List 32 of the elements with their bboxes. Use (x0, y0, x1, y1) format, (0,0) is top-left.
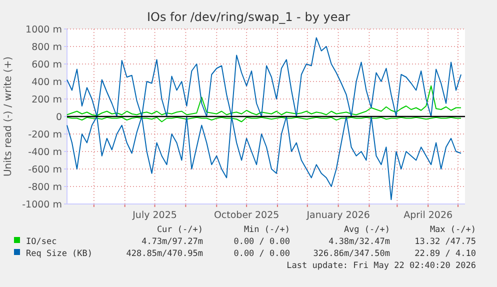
text: 13.32 /47.75 (414, 237, 476, 247)
text: Min (-/+) (244, 225, 290, 235)
y-tick-label: -800 m (28, 182, 62, 193)
legend-label: Req Size (KB) (26, 249, 93, 259)
y-tick-label: -1000 m (22, 200, 62, 210)
x-tick-label: January 2026 (306, 210, 370, 221)
y-tick-label: 800 m (32, 42, 62, 53)
y-axis-title: Units read (-) / write (+) (3, 56, 14, 177)
text: 4.38m/32.47m (328, 237, 390, 247)
text: 4.73m/97.27m (142, 237, 203, 247)
y-tick-label: 600 m (32, 60, 62, 70)
x-tick-label: October 2025 (214, 210, 280, 221)
text: Last update: Fri May 22 02:40:20 2026 (286, 261, 476, 271)
y-tick-label: -200 m (28, 130, 62, 140)
chart-title: IOs for /dev/ring/swap_1 - by year (146, 10, 350, 24)
y-tick-label: -400 m (28, 147, 62, 158)
text: Avg (-/+) (344, 225, 390, 235)
text: 428.85m/470.95m (126, 249, 203, 259)
x-tick-label: April 2026 (404, 210, 453, 221)
legend-label: IO/sec (26, 237, 57, 247)
y-tick-label: 0 (56, 112, 62, 123)
x-tick-label: July 2025 (132, 210, 177, 221)
y-tick-label: 400 m (32, 77, 62, 88)
text: 326.86m/347.50m (313, 249, 390, 259)
text: 22.89 / 4.10 (414, 249, 476, 259)
text: 0.00 / 0.00 (234, 249, 290, 259)
text: Max (-/+) (430, 225, 476, 235)
text: Cur (-/+) (156, 225, 203, 235)
text: 0.00 / 0.00 (234, 237, 290, 247)
y-tick-label: -600 m (28, 164, 62, 176)
y-tick-label: 200 m (32, 94, 62, 106)
y-tick-label: 1000 m (26, 24, 62, 36)
